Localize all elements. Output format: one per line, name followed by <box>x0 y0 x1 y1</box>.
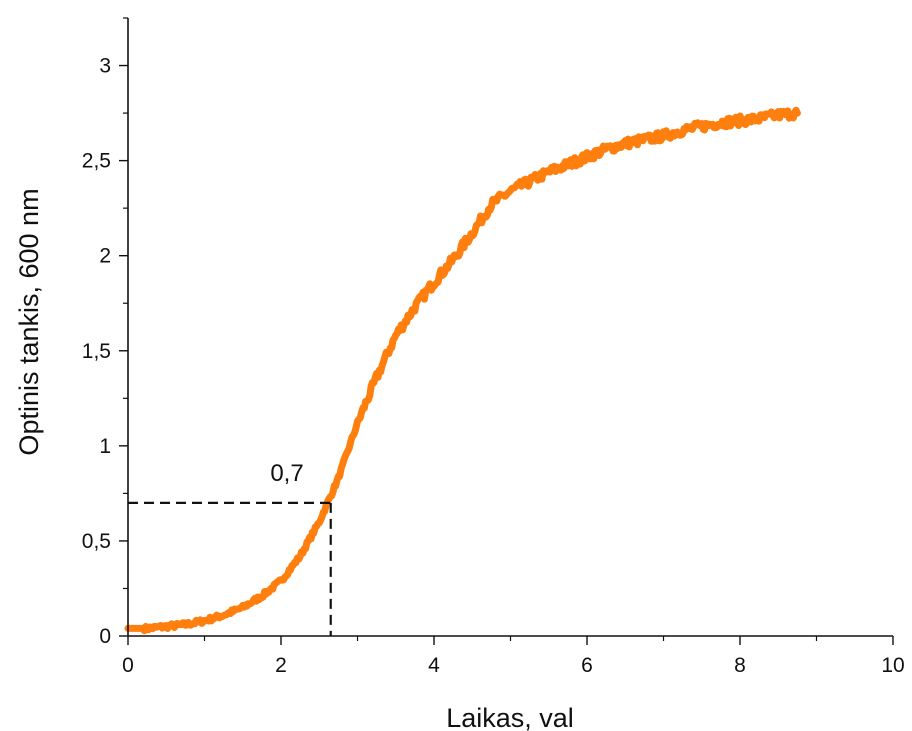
y-tick-label: 2,5 <box>82 150 111 173</box>
y-tick-label: 2 <box>99 245 111 268</box>
x-tick-label: 8 <box>734 654 746 677</box>
series-layer <box>124 106 801 635</box>
y-tick-label: 1,5 <box>82 340 111 363</box>
x-tick-label: 2 <box>275 654 287 677</box>
x-tick-label: 6 <box>581 654 593 677</box>
x-axis-title: Laikas, val <box>446 703 574 731</box>
y-tick-label: 0,5 <box>82 530 111 553</box>
y-tick-label: 1 <box>99 435 111 458</box>
y-tick-label: 0 <box>99 625 111 648</box>
axes-layer: 0 2 4 6 8 10 0 0,5 1 1,5 2 2,5 3 <box>82 17 905 677</box>
x-tick-label: 10 <box>881 654 904 677</box>
reference-layer <box>128 501 332 636</box>
y-tick-label: 3 <box>99 55 111 78</box>
x-tick-label: 4 <box>428 654 440 677</box>
x-tick-label: 0 <box>122 654 134 677</box>
reference-label: 0,7 <box>270 460 303 487</box>
y-axis-title: Optinis tankis, 600 nm <box>14 188 44 455</box>
growth-curve-line <box>124 106 801 635</box>
